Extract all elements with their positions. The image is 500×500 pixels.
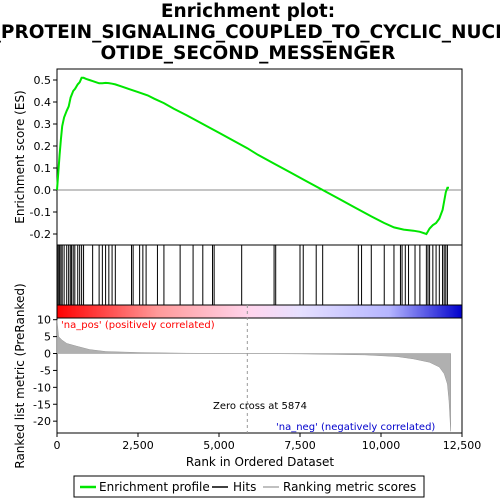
rank-ytick-label: -10 (33, 381, 51, 394)
es-ytick-label: 0.4 (34, 96, 52, 109)
pos-correlated-label: 'na_pos' (positively correlated) (61, 320, 215, 331)
title-line-1: Enrichment plot: (161, 1, 335, 22)
hits-panel (56, 244, 463, 306)
rank-xtick-label: 5,000 (203, 439, 235, 452)
legend-label-enrichment: Enrichment profile (99, 480, 210, 494)
zero-cross-label: Zero cross at 5874 (213, 401, 307, 412)
es-ytick-label: 0.1 (34, 162, 52, 175)
es-ytick-label: -0.1 (30, 206, 51, 219)
enrichment-profile-line (56, 76, 449, 236)
hits-panel-frame (56, 244, 463, 306)
es-ylabel: Enrichment score (ES) (13, 90, 27, 223)
rank-panel-frame (56, 317, 463, 434)
rank-ytick-label: -15 (33, 398, 51, 411)
es-panel-frame (56, 68, 463, 246)
legend-frame (73, 475, 425, 498)
rank-xtick-label: 2,500 (122, 439, 154, 452)
rank-ytick-label: -5 (40, 364, 51, 377)
rank-panel: -20 -15 -10 -5 0 5 10 0 2,500 5,000 7,500 10,000 12… (13, 283, 481, 469)
es-ytick-label: 0.3 (34, 118, 52, 131)
es-ytick-label: -0.2 (30, 228, 51, 241)
title-line-3: OTIDE_SECOND_MESSENGER (101, 43, 396, 64)
es-ytick-label: 0.2 (34, 140, 52, 153)
rank-ytick-label: -20 (33, 415, 51, 428)
rank-ytick-label: 5 (44, 331, 51, 344)
rank-ytick-label: 0 (44, 348, 51, 361)
rank-xtick-label: 7,500 (284, 439, 316, 452)
rank-xtick-label: 0 (54, 439, 61, 452)
legend: Enrichment profile Hits Ranking metric s… (73, 475, 425, 498)
ranking-metric-area (56, 319, 451, 432)
es-ytick-label: 0.5 (34, 74, 52, 87)
legend-label-ranking: Ranking metric scores (283, 480, 416, 494)
legend-label-hits: Hits (233, 480, 256, 494)
rank-xlabel: Rank in Ordered Dataset (186, 455, 334, 469)
neg-correlated-label: 'na_neg' (negatively correlated) (276, 422, 435, 433)
es-panel: -0.2 -0.1 0.0 0.1 0.2 0.3 0.4 0.5 Enrichment sc… (13, 68, 463, 246)
rank-ylabel: Ranked list metric (PreRanked) (13, 283, 27, 468)
rank-xtick-label: 12,500 (443, 439, 482, 452)
rank-ytick-label: 10 (37, 314, 51, 327)
rank-xtick-label: 10,000 (362, 439, 401, 452)
es-ytick-label: 0.0 (34, 184, 52, 197)
title-line-2: G_PROTEIN_SIGNALING_COUPLED_TO_CYCLIC_NU… (0, 22, 500, 43)
rank-gradient-bar (56, 304, 463, 319)
